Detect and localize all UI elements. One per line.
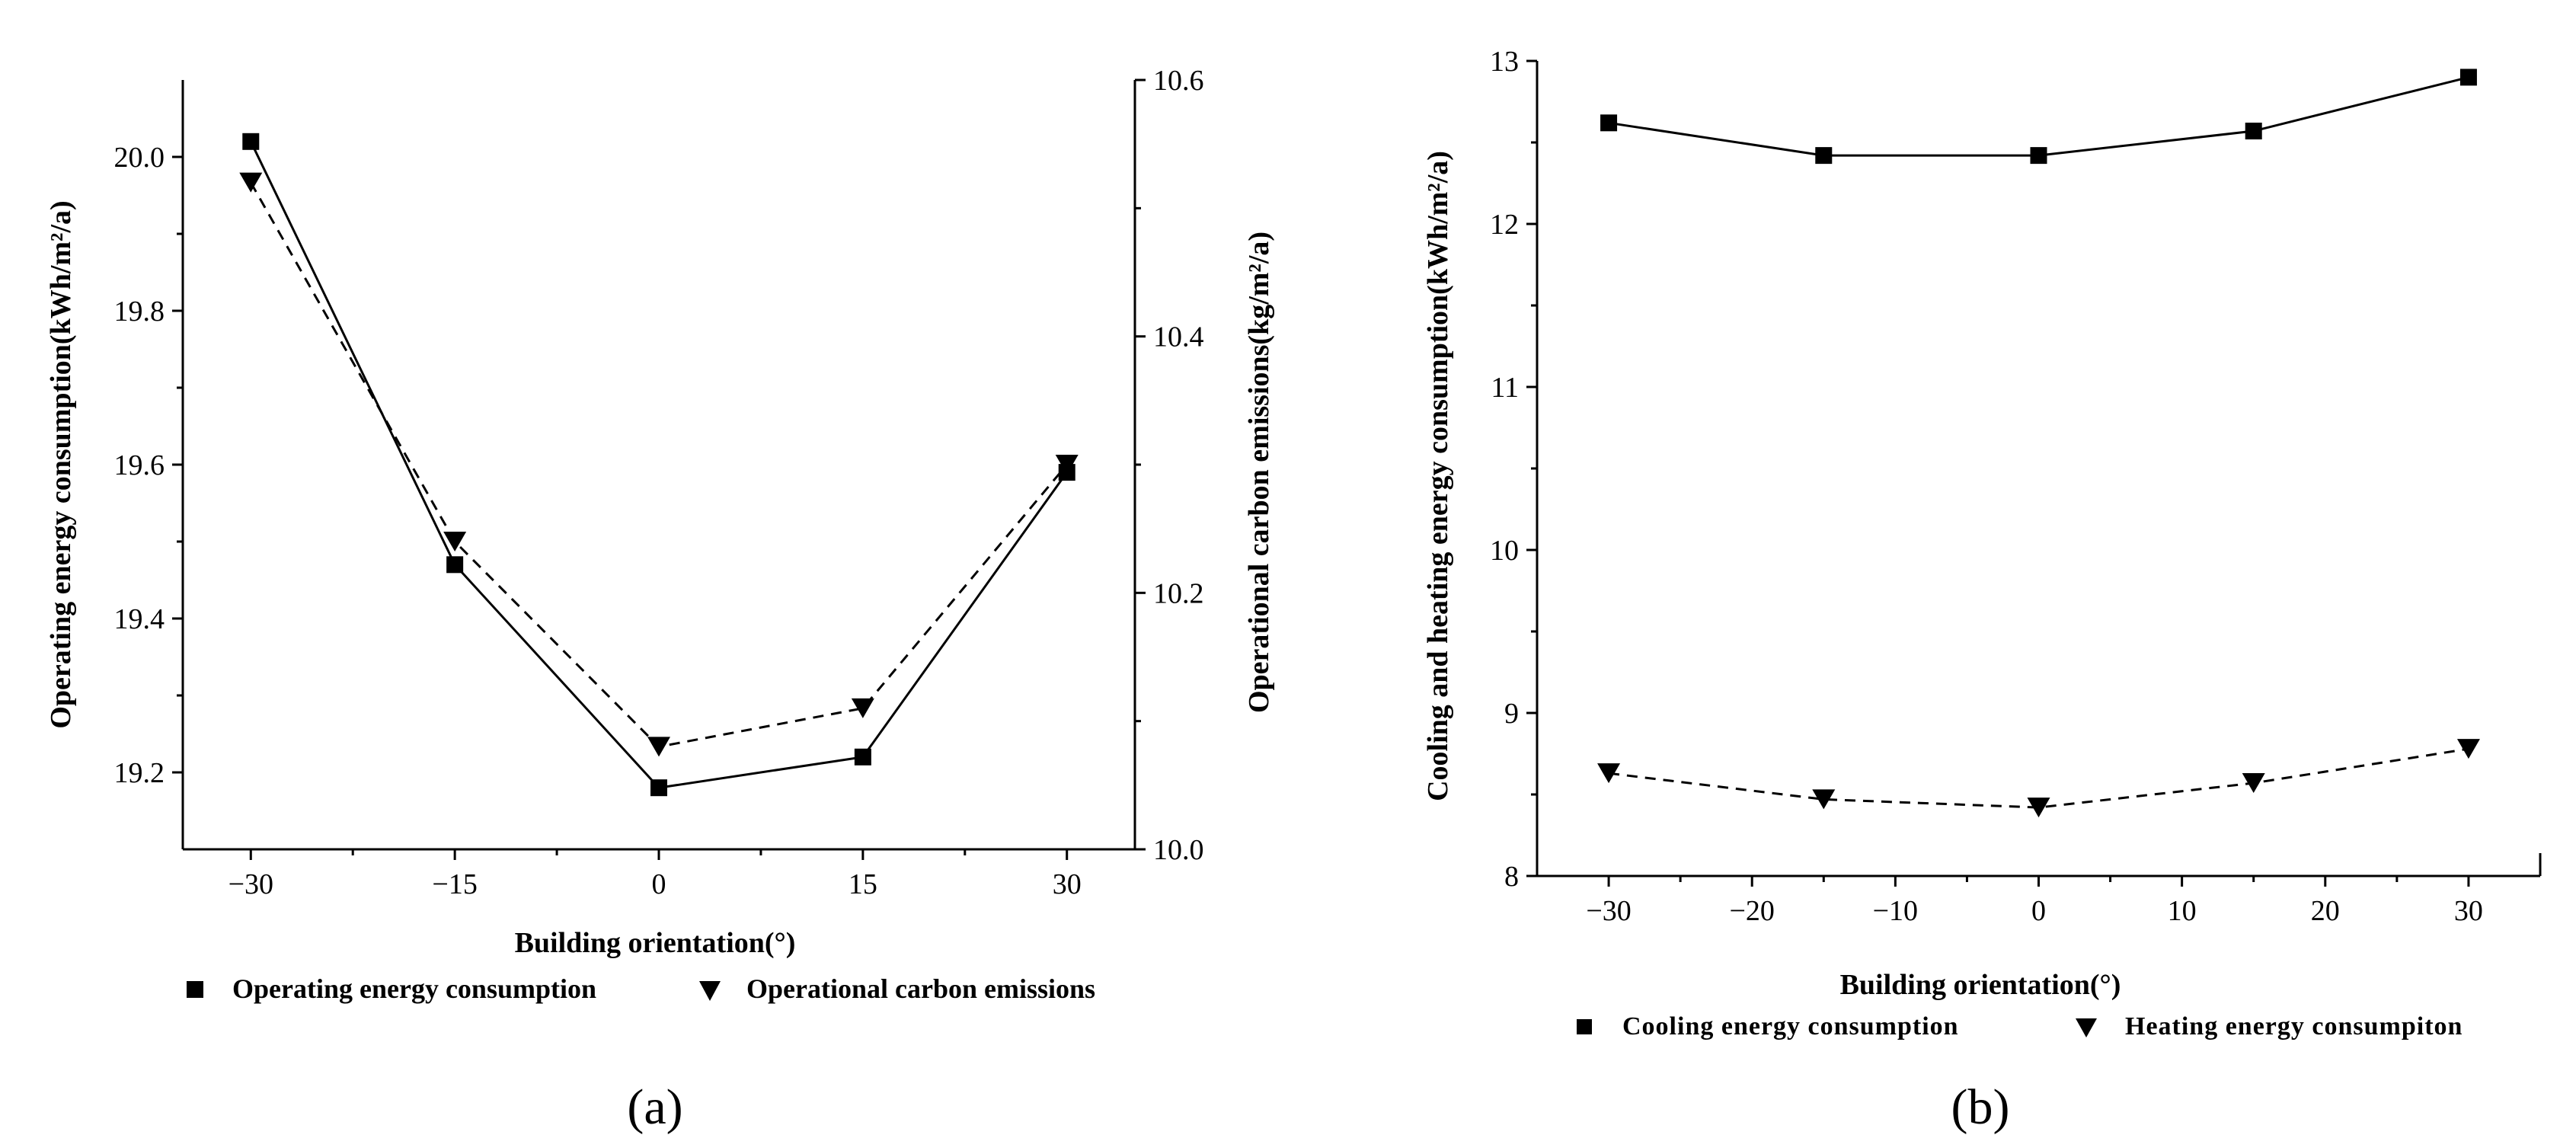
panel-a-legend-marker-square — [187, 981, 203, 998]
panel-b-y-tick-label: 8 — [1504, 861, 1519, 893]
panel-b-x-tick-label: 0 — [2031, 895, 2046, 927]
panel-b-legend-marker-square — [1577, 1019, 1592, 1034]
panel-b-legend-label-1: Cooling energy consumption — [1622, 1012, 1959, 1041]
panel-b-series-2-point — [2242, 773, 2265, 794]
panel-a-y2-axis-label: Operational carbon emissions(kg/m²/a) — [1243, 232, 1275, 713]
panel-a-series-1-point — [854, 748, 871, 766]
panel-a-plot-area: −30 −15 0 15 30 19.2 19.4 19.6 19.8 20.0 10.0 10.2 1… — [114, 65, 1204, 900]
panel-a-series-1-line — [249, 141, 1068, 789]
panel-a-y2-tick-label: 10.0 — [1153, 834, 1204, 866]
panel-a: −30 −15 0 15 30 19.2 19.4 19.6 19.8 20.0 10.0 10.2 1… — [45, 65, 1275, 1135]
panel-b-y-tick-label: 13 — [1490, 46, 1519, 78]
panel-b-y-tick-label: 10 — [1490, 535, 1519, 567]
panel-b-y-axis-label: Cooling and heating energy consumption(k… — [1422, 151, 1454, 801]
panel-b-legend-label-2: Heating energy consumpiton — [2125, 1012, 2463, 1041]
panel-b-series-1-point — [2245, 123, 2262, 140]
panel-b: −30 −20 −10 0 10 20 30 8 9 10 11 12 13 Building orie… — [1422, 46, 2542, 1135]
panel-b-x-tick-label: −10 — [1873, 895, 1918, 927]
panel-b-legend-marker-triangle — [2076, 1018, 2097, 1037]
panel-b-plot-area: −30 −20 −10 0 10 20 30 8 9 10 11 12 13 — [1490, 46, 2542, 927]
panel-b-x-tick-label: −30 — [1586, 895, 1631, 927]
panel-a-y-tick-label: 19.8 — [114, 296, 165, 328]
panel-a-y-tick-label: 19.6 — [114, 449, 165, 481]
panel-a-x-tick-label: −15 — [432, 868, 477, 900]
panel-a-x-tick-label: 0 — [652, 868, 666, 900]
panel-b-y-tick-label: 11 — [1491, 372, 1519, 404]
panel-b-x-tick-label: 10 — [2168, 895, 2197, 927]
panel-b-y-tick-label: 12 — [1490, 209, 1519, 241]
panel-b-legend: Cooling energy consumption Heating energ… — [1577, 1012, 2463, 1041]
panel-b-x-axis-label: Building orientation(°) — [1840, 969, 2121, 1001]
panel-b-series-1-point — [2030, 147, 2047, 165]
panel-a-y2-tick-label: 10.6 — [1153, 65, 1204, 97]
panel-a-x-tick-label: 15 — [849, 868, 877, 900]
panel-b-series-1-point — [1600, 114, 1618, 132]
panel-a-y2-tick-label: 10.2 — [1153, 577, 1204, 609]
panel-a-series-2-point — [647, 737, 670, 757]
panel-b-x-tick-label: 30 — [2454, 895, 2483, 927]
panel-a-legend-marker-triangle — [699, 981, 721, 1001]
panel-a-series-1-point — [650, 779, 667, 797]
panel-b-x-tick-label: −20 — [1729, 895, 1774, 927]
panel-a-series-2-point — [1055, 455, 1079, 475]
panel-b-series-2-point — [2027, 798, 2050, 818]
panel-a-legend: Operating energy consumption Operational… — [187, 973, 1095, 1004]
panel-a-series-1-point — [242, 133, 260, 150]
panel-a-x-axis-label: Building orientation(°) — [515, 927, 796, 959]
panel-b-series-2-point — [1812, 789, 1836, 810]
panel-a-y-tick-label: 19.2 — [114, 757, 165, 789]
panel-a-legend-label-1: Operating energy consumption — [232, 973, 596, 1004]
panel-b-series-2-point — [1597, 763, 1621, 784]
panel-b-y-tick-label: 9 — [1504, 698, 1519, 730]
panel-a-y-tick-label: 19.4 — [114, 603, 165, 635]
panel-a-y-axis-label: Operating energy consumption(kWh/m²/a) — [45, 200, 77, 728]
panel-a-series-2-line — [249, 181, 1068, 748]
panel-a-series-1-point — [446, 556, 464, 574]
panel-b-x-tick-label: 20 — [2311, 895, 2340, 927]
panel-b-series-1-line — [1608, 75, 2469, 157]
panel-a-caption: (a) — [627, 1079, 682, 1135]
panel-a-y-tick-label: 20.0 — [114, 142, 165, 174]
panel-a-series-2-point — [851, 698, 874, 718]
panel-b-series-1-point — [2459, 69, 2477, 86]
panel-b-caption: (b) — [1951, 1079, 2010, 1135]
panel-a-y2-tick-label: 10.4 — [1153, 321, 1204, 353]
panel-a-x-tick-label: −30 — [229, 868, 273, 900]
panel-a-legend-label-2: Operational carbon emissions — [746, 973, 1095, 1004]
panel-a-series-2-point — [443, 532, 467, 551]
panel-b-series-2-point — [2456, 739, 2480, 759]
panel-a-x-tick-label: 30 — [1053, 868, 1082, 900]
panel-b-series-1-point — [1815, 147, 1833, 165]
panel-b-series-2-line — [1608, 747, 2469, 809]
panel-a-series-2-point — [239, 172, 263, 193]
